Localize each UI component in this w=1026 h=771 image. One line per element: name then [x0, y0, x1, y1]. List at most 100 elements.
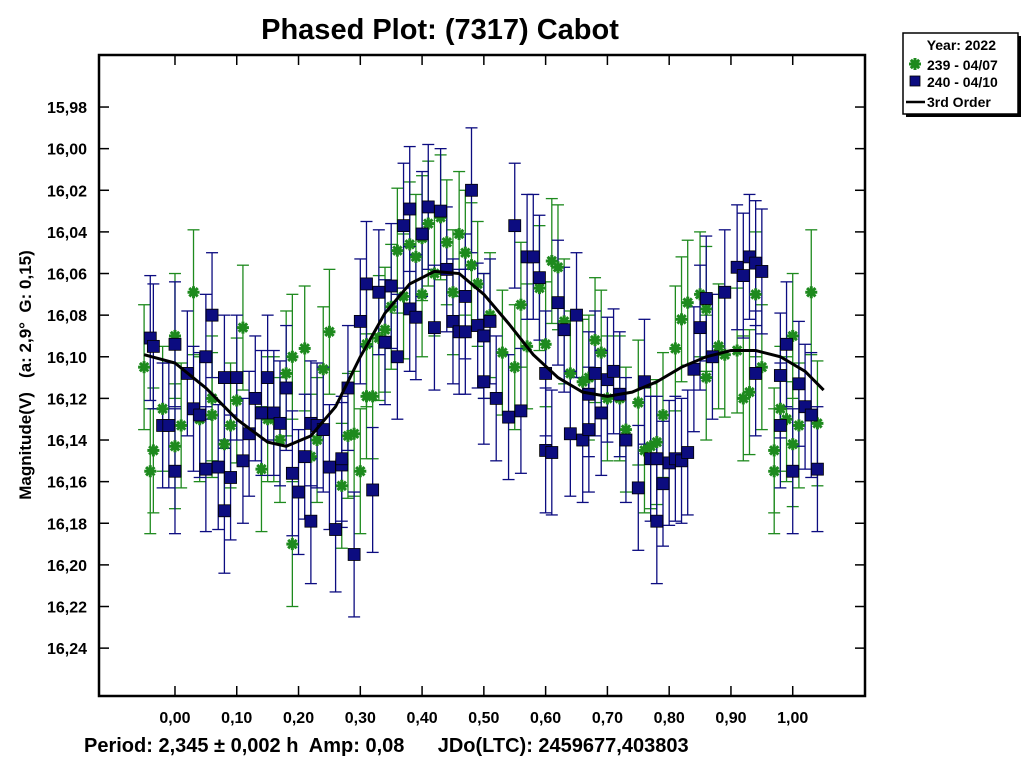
data-point-240: [218, 504, 231, 518]
data-point-240: [811, 462, 824, 476]
data-point-240: [162, 419, 176, 432]
data-point-239: [280, 367, 293, 380]
y-tick-label: 16,08: [47, 308, 87, 325]
asterisk-stroke: [657, 409, 669, 421]
data-point-239: [768, 444, 781, 457]
asterisk-stroke: [768, 445, 780, 456]
data-point-239: [175, 419, 188, 432]
data-point-240: [773, 369, 787, 382]
data-point-239: [311, 434, 324, 447]
data-point-240: [563, 427, 577, 441]
data-point-240: [619, 433, 633, 447]
asterisk-stroke: [768, 465, 780, 477]
data-point-240: [168, 464, 182, 478]
data-marks: [138, 127, 825, 618]
asterisk-stroke: [534, 282, 545, 294]
legend: Year: 2022 239 - 04/07 240 - 04/10 3rd O…: [902, 32, 1021, 117]
data-point-240: [403, 202, 417, 216]
asterisk-marker-icon: [909, 58, 921, 70]
asterisk-stroke: [787, 438, 798, 450]
x-tick-label: 0,50: [468, 710, 499, 727]
data-point-239: [453, 227, 466, 240]
asterisk-stroke: [311, 434, 323, 446]
x-tick-label: 0,30: [345, 710, 376, 727]
data-point-239: [551, 261, 564, 274]
data-point-240: [353, 314, 367, 328]
y-tick-label: 16,22: [47, 600, 87, 617]
data-point-239: [700, 371, 713, 384]
asterisk-stroke: [700, 372, 712, 383]
asterisk-stroke: [280, 368, 292, 379]
data-point-239: [650, 436, 663, 449]
data-point-239: [298, 342, 311, 355]
data-point-239: [619, 423, 632, 436]
data-point-240: [335, 452, 349, 466]
y-tick-label: 16,24: [47, 641, 87, 658]
asterisk-stroke: [367, 391, 378, 402]
data-point-239: [564, 367, 577, 380]
data-point-240: [409, 310, 423, 324]
data-point-239: [138, 361, 151, 374]
data-point-239: [236, 321, 249, 334]
data-point-239: [286, 350, 299, 363]
data-point-240: [477, 375, 491, 389]
data-point-240: [551, 296, 565, 310]
data-point-239: [681, 296, 694, 309]
data-point-240: [693, 321, 707, 335]
data-point-239: [465, 259, 478, 272]
data-point-239: [168, 440, 181, 453]
data-point-240: [483, 314, 497, 328]
data-point-240: [285, 466, 299, 480]
legend-title: Year: 2022: [927, 37, 996, 53]
y-tick-label: 16,12: [47, 391, 87, 408]
asterisk-stroke: [682, 297, 693, 308]
asterisk-stroke: [336, 480, 348, 492]
data-point-239: [811, 417, 824, 430]
plot-frame: [97, 53, 867, 698]
data-point-240: [397, 219, 410, 233]
data-point-239: [656, 409, 669, 422]
data-point-240: [279, 381, 293, 395]
asterisk-stroke: [317, 363, 329, 375]
data-point-239: [749, 288, 762, 301]
data-point-240: [786, 464, 800, 478]
data-point-240: [570, 308, 583, 322]
data-point-240: [384, 279, 398, 293]
data-point-239: [669, 342, 682, 355]
data-point-240: [347, 548, 361, 561]
asterisk-stroke: [287, 351, 298, 363]
legend-entry-239: 239 - 04/07: [927, 57, 998, 73]
data-point-240: [421, 200, 435, 214]
data-point-240: [533, 271, 546, 285]
chart-title: Phased Plot: (7317) Cabot: [261, 14, 619, 46]
data-point-240: [199, 350, 213, 364]
asterisk-stroke: [460, 247, 471, 258]
data-point-239: [335, 479, 348, 492]
asterisk-stroke: [404, 239, 415, 250]
data-point-239: [459, 246, 472, 259]
data-point-240: [656, 477, 670, 491]
data-point-240: [193, 408, 207, 422]
data-point-239: [224, 419, 237, 432]
asterisk-stroke: [546, 255, 558, 267]
asterisk-stroke: [620, 424, 632, 435]
y-tick-label: 16,20: [47, 558, 87, 575]
y-tick-label: 16,04: [47, 225, 87, 242]
asterisk-stroke: [565, 368, 576, 379]
asterisk-stroke: [237, 322, 249, 333]
data-point-240: [508, 219, 522, 233]
asterisk-stroke: [466, 259, 477, 271]
data-point-239: [317, 363, 330, 376]
data-point-239: [743, 386, 756, 399]
asterisk-stroke: [348, 428, 360, 440]
data-point-240: [465, 183, 478, 197]
legend-entry-240: 240 - 04/10: [927, 74, 998, 90]
data-point-239: [230, 394, 243, 407]
data-point-239: [533, 282, 546, 295]
x-tick-label: 0,40: [407, 710, 438, 727]
asterisk-stroke: [793, 420, 805, 431]
y-axis: 15,98 16,00 16,02 16,04 16,06 16,08 16,10 16,12…: [47, 100, 865, 658]
data-point-240: [304, 514, 318, 528]
